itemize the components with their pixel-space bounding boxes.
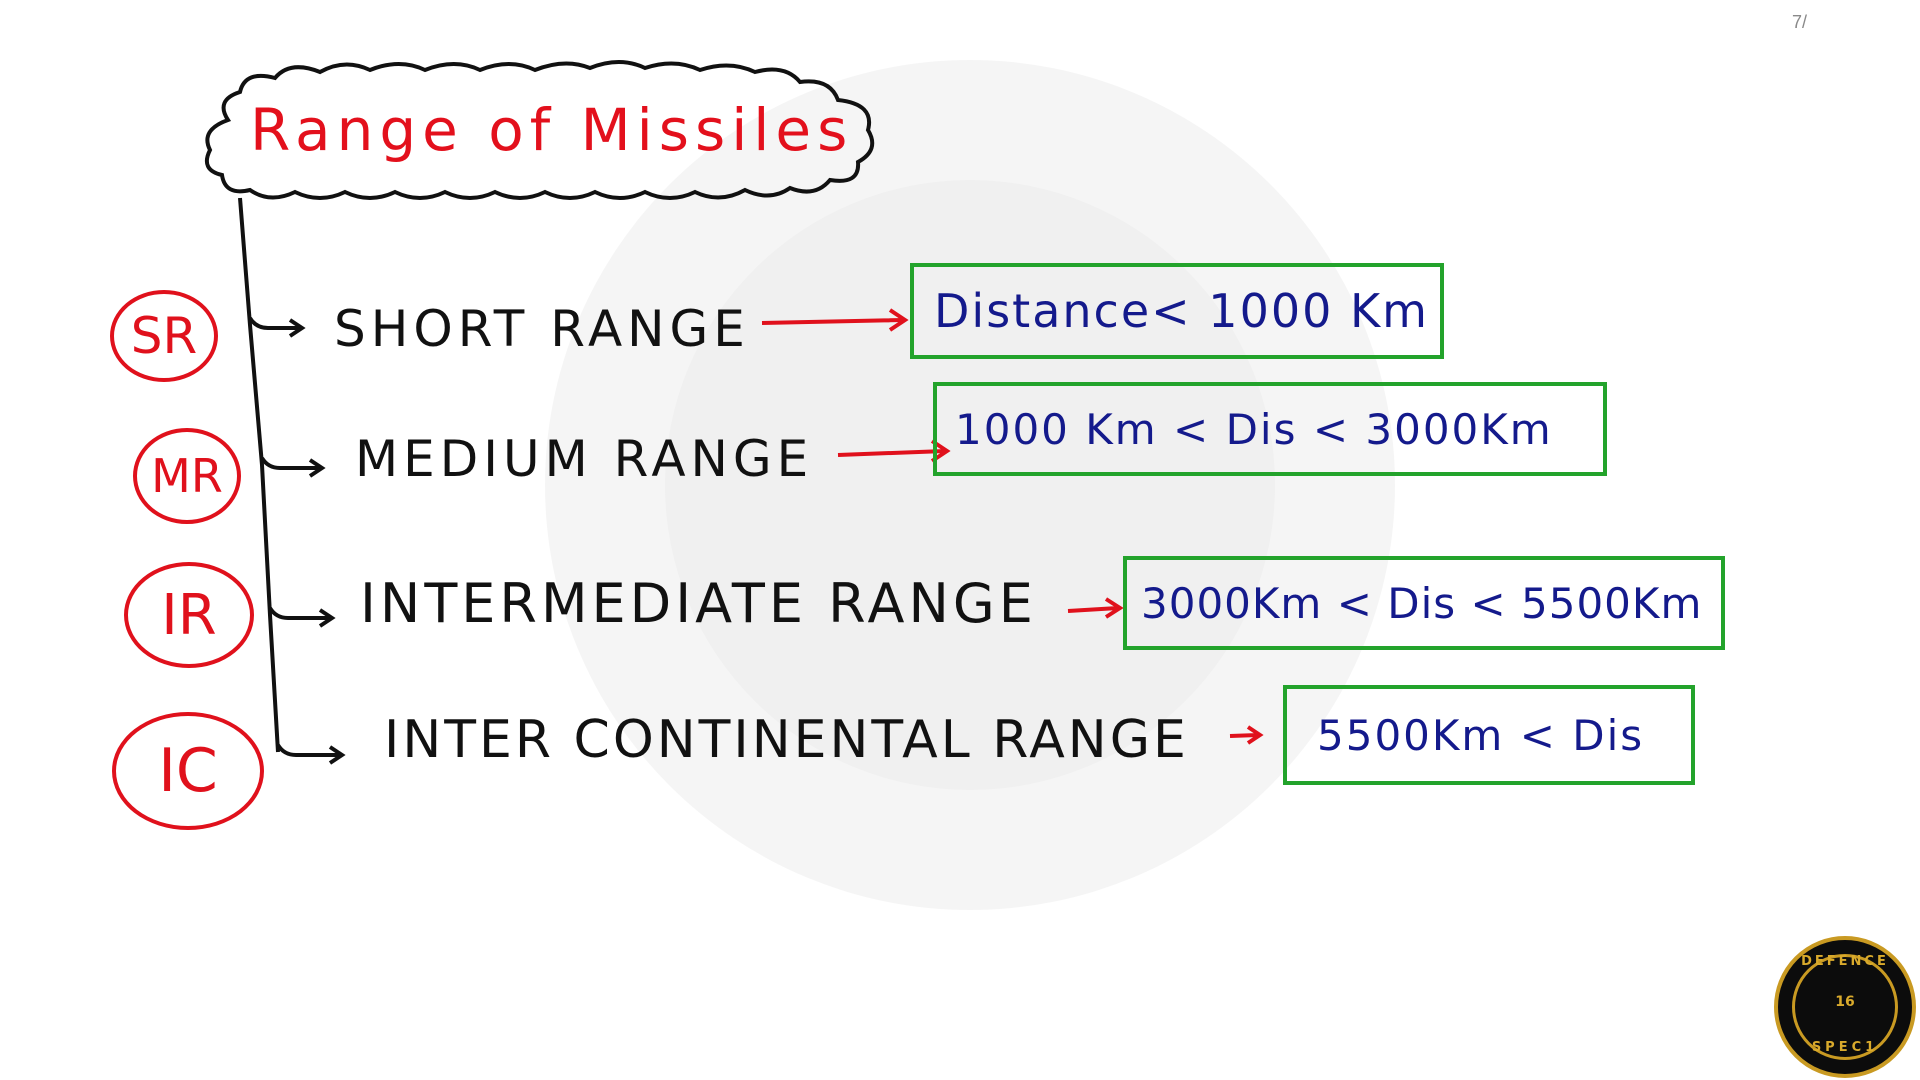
badge-ic-text: IC bbox=[158, 736, 218, 806]
red-arrow-sr bbox=[761, 308, 909, 332]
badge-ir-text: IR bbox=[161, 582, 217, 648]
page-number: 7/ bbox=[1792, 12, 1808, 32]
distance-box-short-text: Distance< 1000 Km bbox=[934, 284, 1429, 338]
tree-trunk bbox=[238, 197, 280, 753]
logo-top-text: DEFENCE bbox=[1801, 954, 1889, 969]
badge-ic: IC bbox=[112, 712, 264, 830]
branch-arrow-sr bbox=[248, 316, 306, 338]
distance-box-intermediate-text: 3000Km < Dis < 5500Km bbox=[1141, 578, 1703, 628]
distance-box-medium-text: 1000 Km < Dis < 3000Km bbox=[955, 404, 1553, 454]
red-arrow-mr bbox=[837, 439, 951, 463]
diagram-title: Range of Missiles bbox=[250, 96, 854, 164]
range-label-short: SHORT RANGE bbox=[334, 300, 750, 358]
badge-ir: IR bbox=[124, 562, 254, 668]
badge-sr: SR bbox=[110, 290, 218, 382]
red-arrow-ic bbox=[1229, 725, 1264, 745]
watermark-seal-inner bbox=[665, 180, 1275, 790]
logo-ring bbox=[1792, 954, 1898, 1060]
logo-middle-text: 16 bbox=[1835, 994, 1855, 1010]
range-label-intercontinental: INTER CONTINENTAL RANGE bbox=[384, 710, 1189, 770]
distance-box-intercontinental: 5500Km < Dis bbox=[1283, 685, 1695, 785]
channel-logo: DEFENCE 16 SPEC1 bbox=[1774, 936, 1916, 1078]
badge-mr: MR bbox=[133, 428, 241, 524]
branch-arrow-mr bbox=[260, 456, 326, 478]
badge-mr-text: MR bbox=[151, 449, 223, 503]
badge-sr-text: SR bbox=[130, 307, 198, 365]
range-label-intermediate: INTERMEDIATE RANGE bbox=[360, 572, 1037, 635]
red-arrow-ir bbox=[1067, 597, 1124, 619]
distance-box-intermediate: 3000Km < Dis < 5500Km bbox=[1123, 556, 1725, 650]
range-label-medium: MEDIUM RANGE bbox=[355, 430, 814, 488]
distance-box-medium: 1000 Km < Dis < 3000Km bbox=[933, 382, 1607, 476]
distance-box-short: Distance< 1000 Km bbox=[910, 263, 1444, 359]
branch-arrow-ic bbox=[276, 743, 346, 765]
title-cloud bbox=[205, 60, 875, 200]
distance-box-intercontinental-text: 5500Km < Dis bbox=[1317, 710, 1645, 760]
logo-bottom-text: SPEC1 bbox=[1811, 1040, 1879, 1055]
branch-arrow-ir bbox=[268, 606, 336, 628]
